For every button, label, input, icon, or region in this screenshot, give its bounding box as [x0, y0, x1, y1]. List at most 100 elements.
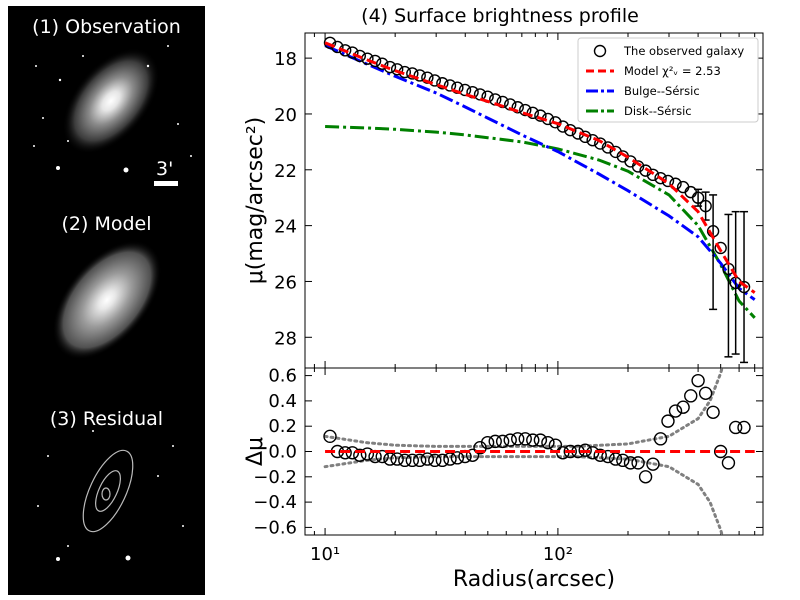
residual-point — [638, 470, 653, 484]
residual-point — [728, 420, 743, 435]
residual-point — [668, 404, 683, 418]
observed-point — [443, 79, 457, 92]
residual-point — [405, 453, 420, 468]
residual-point — [721, 456, 736, 470]
residual-point — [413, 453, 427, 468]
legend-marker — [593, 44, 607, 58]
residual-y-tick-label: 0.4 — [268, 391, 297, 412]
scale-bar — [154, 181, 178, 186]
residual-point — [616, 453, 630, 468]
observed-point — [714, 241, 727, 255]
legend-label: Model χ²ᵥ = 2.53 — [624, 64, 721, 78]
residual-y-tick-label: 0.6 — [268, 366, 297, 387]
observed-point — [436, 77, 449, 90]
residual-point — [390, 452, 404, 466]
observed-point — [631, 160, 645, 173]
star-field — [33, 45, 192, 561]
residual-point — [631, 456, 645, 470]
galaxy-images — [33, 45, 192, 561]
residual-y-tick-label: 0.2 — [268, 416, 297, 437]
bottom-plot-area — [323, 368, 755, 535]
residual-y-tick-label: 0.0 — [268, 442, 297, 463]
model-title: (2) Model — [61, 213, 152, 235]
chart-title: (4) Surface brightness profile — [361, 5, 639, 27]
residual-pattern — [82, 449, 134, 533]
observed-point — [654, 171, 667, 185]
residual-point — [713, 444, 728, 459]
model-galaxy — [52, 240, 162, 360]
residual-point — [676, 400, 690, 414]
residual-point — [503, 433, 517, 447]
image-panels: (1) Observation 3' (2) Model (3) Residua… — [8, 6, 205, 595]
residual-point — [420, 452, 435, 466]
observed-point — [428, 74, 442, 87]
residual-point — [737, 420, 751, 435]
residual-point — [646, 457, 660, 471]
observed-point — [579, 130, 592, 144]
y-tick-label: 28 — [274, 328, 297, 349]
residual-point — [435, 453, 450, 468]
observed-point — [594, 137, 607, 150]
residual-point — [608, 452, 623, 466]
observed-point — [646, 168, 660, 182]
residual-point — [623, 456, 638, 470]
observed-point — [361, 52, 374, 65]
legend-box — [577, 37, 759, 123]
legend: The observed galaxy Model χ²ᵥ = 2.53 Bulge… — [577, 37, 759, 123]
residual-point — [488, 434, 502, 449]
residual-point — [495, 434, 510, 449]
residual-point — [465, 448, 480, 462]
residual-point — [541, 435, 555, 450]
residual-point — [353, 448, 367, 462]
y-axis-label: μ(mag/arcsec²) — [243, 117, 268, 285]
residual-point — [428, 453, 442, 468]
residual-point — [706, 405, 720, 419]
scale-label: 3' — [156, 158, 174, 180]
observed-point — [737, 280, 751, 294]
top-plot-area — [323, 36, 756, 364]
y-tick-label: 20 — [274, 105, 297, 126]
residual-y-tick-label: −0.4 — [253, 492, 297, 513]
y-tick-label: 26 — [274, 272, 297, 293]
residual-point — [601, 449, 615, 464]
y-tick-label: 24 — [274, 217, 297, 238]
disk-sersic-line — [325, 125, 756, 319]
residual-point — [533, 433, 548, 447]
y-tick-label: 22 — [274, 161, 297, 182]
x-tick-label: 10² — [543, 544, 573, 565]
residual-point — [518, 432, 532, 446]
observed-point — [519, 103, 532, 117]
residual-point — [511, 432, 525, 446]
x-tick-label: 10¹ — [310, 544, 340, 565]
residual-point — [653, 432, 668, 446]
observed-point — [564, 123, 577, 137]
envelope-upper — [323, 368, 724, 448]
residual-point — [684, 389, 698, 403]
residual-point — [360, 447, 375, 461]
observed-point — [413, 69, 426, 82]
observed-point — [691, 191, 705, 204]
residual-point — [443, 452, 457, 466]
residual-title: (3) Residual — [49, 408, 164, 430]
residual-point — [691, 373, 705, 388]
residual-point — [375, 449, 389, 464]
observation-title: (1) Observation — [32, 16, 181, 38]
model-line — [324, 41, 756, 294]
observed-point — [534, 109, 547, 122]
residual-point — [661, 414, 675, 428]
legend-label: Bulge--Sérsic — [624, 84, 700, 98]
residual-point — [593, 448, 607, 462]
observed-point — [473, 88, 487, 101]
y-tick-label: 18 — [274, 49, 297, 70]
observed-point — [684, 185, 697, 199]
residual-point — [338, 446, 352, 460]
observation-galaxy — [62, 48, 160, 154]
residual-y-tick-label: −0.2 — [253, 467, 297, 488]
residual-point — [473, 441, 487, 455]
observed-point — [376, 57, 389, 70]
residual-point — [698, 386, 713, 401]
legend-label: The observed galaxy — [623, 44, 744, 58]
residual-point — [563, 444, 577, 459]
residual-point — [480, 435, 495, 450]
